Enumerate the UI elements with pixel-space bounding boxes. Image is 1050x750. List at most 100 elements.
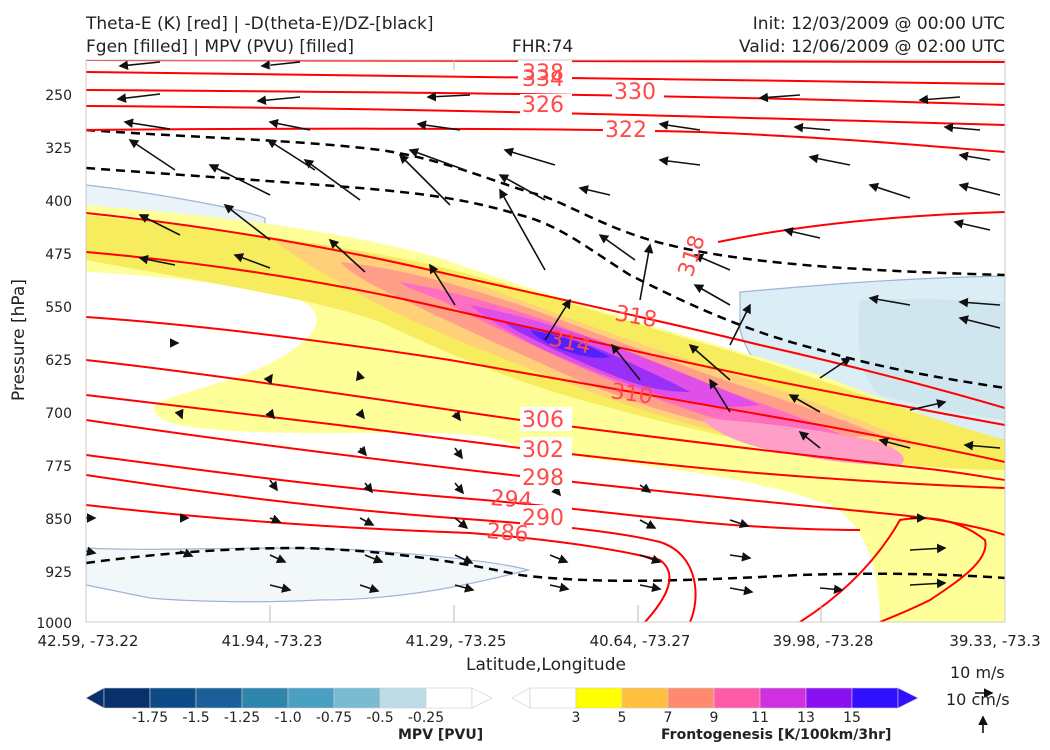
theta-e-contour-286 <box>86 504 671 622</box>
wind-vector <box>729 552 752 562</box>
fgen-band-core <box>530 330 610 358</box>
fgen-band-lower-pink <box>700 418 904 466</box>
wind-vector <box>953 219 991 231</box>
wind-vector <box>503 147 556 166</box>
wind-vector <box>454 517 469 530</box>
horizontal-wind-scale-label: 10 m/s <box>950 663 1005 682</box>
wind-vector <box>454 583 475 593</box>
mpv-colorbar-swatch <box>379 687 427 709</box>
mpv-colorbar-swatch <box>425 687 473 709</box>
theta-e-label: 334 <box>522 67 564 92</box>
wind-vector <box>266 139 316 171</box>
theta-e-label: 298 <box>522 466 564 491</box>
wind-vector <box>963 440 1001 451</box>
mpv-colorbar-swatch <box>333 687 381 709</box>
fgen-colorbar-swatch <box>667 687 715 709</box>
mpv-colorbar-swatch <box>195 687 243 709</box>
wind-vector <box>958 182 1001 196</box>
fgen-colorbar-label: Frontogenesis [K/100km/3hr] <box>661 727 892 743</box>
fgen-colorbar-swatch <box>529 687 577 709</box>
y-tick-label: 775 <box>45 459 72 475</box>
theta-e-label: 302 <box>522 438 564 463</box>
theta-e-label: 326 <box>522 93 564 118</box>
wind-vector <box>729 585 754 596</box>
fgen-colorbar-swatch <box>759 687 807 709</box>
wind-vector <box>544 298 571 341</box>
label-background <box>520 94 572 116</box>
wind-vector <box>451 410 461 422</box>
wind-vector <box>808 153 851 166</box>
wind-vector <box>729 303 751 346</box>
x-tick-marks <box>269 60 822 622</box>
wind-vector <box>688 343 731 381</box>
wind-vector <box>355 408 365 420</box>
wind-vector <box>658 120 701 131</box>
wind-vector <box>658 156 701 166</box>
x-axis-label: Latitude,Longitude <box>466 655 626 675</box>
mpv-colorbar-label: MPV [PVU] <box>398 727 484 743</box>
label-background <box>603 118 655 140</box>
mpv-colorbar-swatch <box>149 687 197 709</box>
y-tick-label: 400 <box>45 194 72 210</box>
wind-vector <box>793 122 831 133</box>
y-tick-label: 325 <box>45 141 72 157</box>
wind-vector <box>758 92 801 103</box>
wind-vector <box>943 122 981 133</box>
wind-vector <box>549 582 570 592</box>
wind-vector <box>878 437 911 449</box>
y-tick-label: 475 <box>45 247 72 263</box>
fgen-tick-label: 3 <box>572 710 581 726</box>
wind-vectors <box>86 60 1001 596</box>
mpv-region-lower-left <box>86 547 531 603</box>
mpv-tick-label: -1.0 <box>274 710 301 726</box>
mpv-colorbar-ticks: -1.75 -1.5 -1.25 -1.0 -0.75 -0.5 -0.25 <box>132 710 444 726</box>
label-background <box>520 505 572 529</box>
theta-e-label: 310 <box>609 379 654 410</box>
wind-vector <box>359 583 380 594</box>
y-tick-label: 850 <box>45 512 72 528</box>
wind-vector <box>128 139 176 171</box>
mpv-colorbar-swatch <box>85 687 105 709</box>
fgen-colorbar-swatch <box>805 687 853 709</box>
y-tick-label: 625 <box>45 353 72 369</box>
theta-e-contour-314 <box>86 251 1005 426</box>
wind-vector <box>709 378 731 413</box>
valid-time: Valid: 12/06/2009 @ 02:00 UTC <box>739 37 1005 57</box>
wind-vector <box>819 584 844 595</box>
theta-e-contour-310 <box>86 316 1005 463</box>
fgen-colorbar-swatch <box>851 687 899 709</box>
y-axis-ticks: 250 325 400 475 550 625 700 775 850 925 … <box>36 88 72 632</box>
wind-vector <box>639 582 662 593</box>
wind-vector <box>798 431 821 449</box>
wind-vector <box>265 408 275 420</box>
mpv-tick-label: -0.25 <box>408 710 444 726</box>
x-tick-label: 41.29, -73.25 <box>406 632 507 650</box>
y-tick-label: 925 <box>45 565 72 581</box>
mpv-tick-label: -1.75 <box>132 710 168 726</box>
fgen-colorbar <box>511 687 919 709</box>
wind-vector <box>233 253 271 269</box>
mpv-tick-label: -1.25 <box>224 710 260 726</box>
wind-vector <box>909 399 947 411</box>
wind-vector <box>909 543 947 554</box>
wind-vector <box>693 253 731 271</box>
theta-e-contour-322 <box>86 127 1005 153</box>
label-background <box>520 437 572 461</box>
wind-vector <box>498 174 546 201</box>
wind-vector <box>788 394 821 413</box>
wind-vector <box>263 373 273 385</box>
stability-contour-2 <box>86 166 1005 390</box>
fgen-tick-label: 9 <box>710 710 719 726</box>
mpv-tick-label: -0.75 <box>316 710 352 726</box>
theta-e-label: 330 <box>614 80 656 105</box>
fgen-tick-label: 5 <box>618 710 627 726</box>
wind-vector <box>693 284 731 306</box>
init-time: Init: 12/03/2009 @ 00:00 UTC <box>752 14 1005 34</box>
fgen-tick-label: 15 <box>843 710 861 726</box>
label-background <box>518 60 572 88</box>
wind-vector <box>138 254 176 266</box>
wind-vector <box>598 234 636 261</box>
mpv-tick-label: -0.5 <box>366 710 393 726</box>
wind-vector <box>454 554 474 564</box>
